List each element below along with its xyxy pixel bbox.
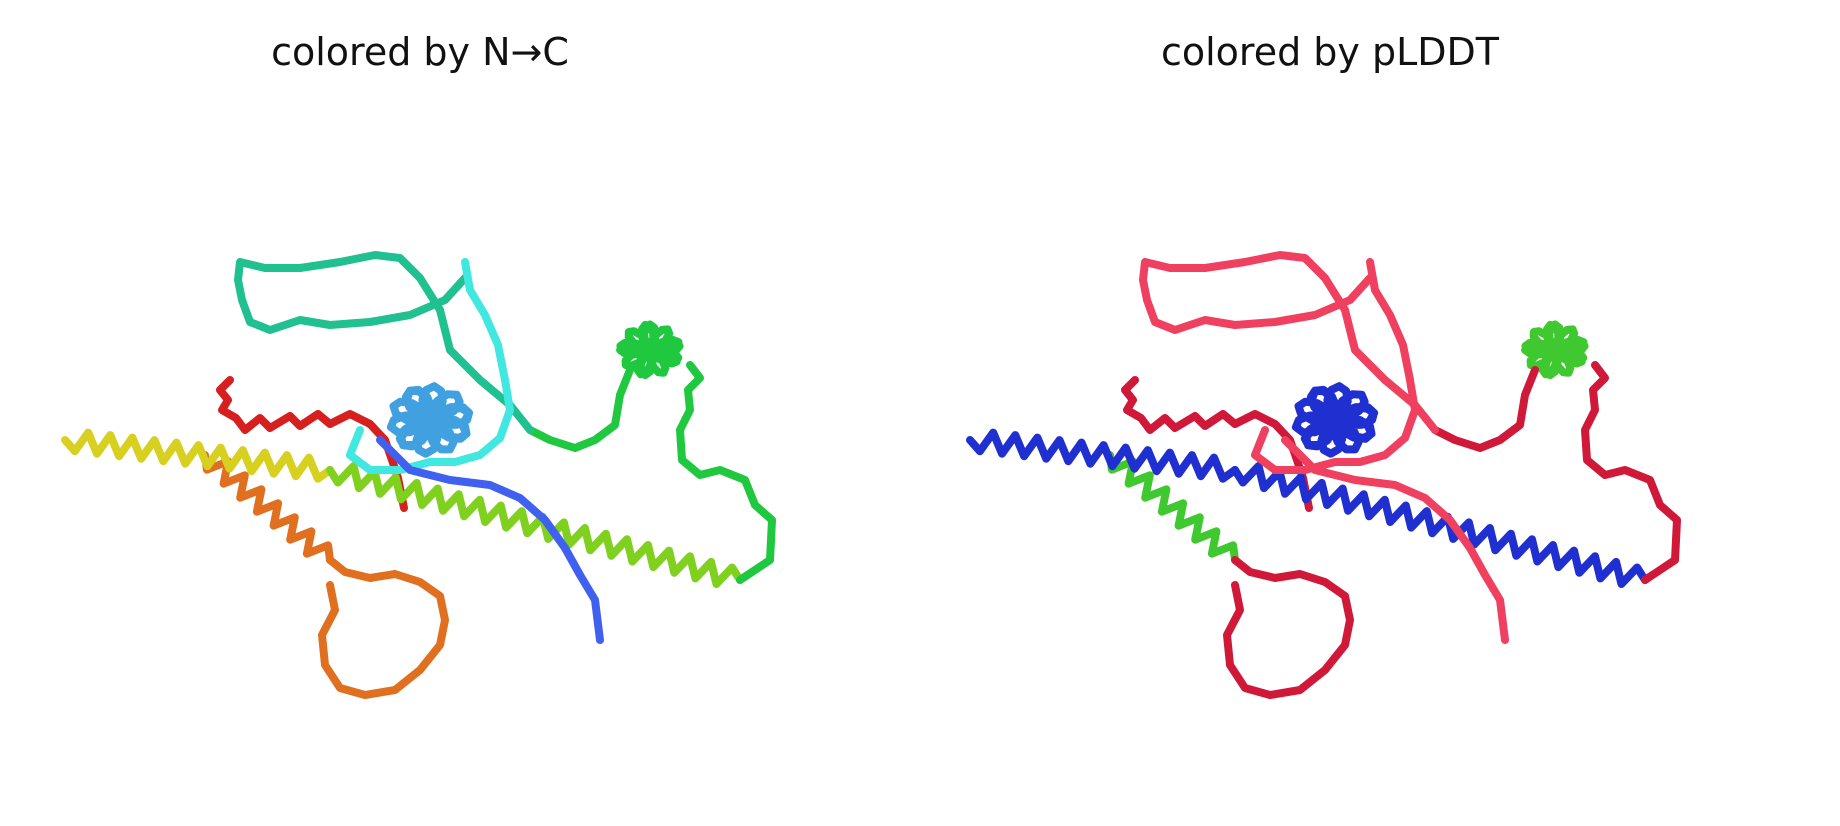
helix-b-trace — [966, 428, 1239, 483]
teal-strand-trace — [234, 251, 534, 434]
blue-tail-trace — [376, 436, 604, 644]
green-knot-trace — [1521, 320, 1589, 380]
helix-c-trace — [1231, 462, 1649, 588]
helix-b-trace — [61, 428, 334, 483]
green-knot-trace — [616, 320, 684, 380]
c-loop-trace — [318, 556, 449, 699]
c-loop-trace — [1223, 556, 1354, 699]
left-panel-title: colored by N→C — [271, 30, 569, 74]
blue-tail-trace — [1281, 436, 1509, 644]
right-panel-title: colored by pLDDT — [1160, 30, 1500, 74]
blue-core-trace — [386, 382, 474, 458]
green-return-trace — [1581, 361, 1681, 584]
green-to-core-trace — [526, 366, 634, 452]
cyan-strand-trace — [1251, 258, 1419, 474]
plddt-structure — [966, 251, 1681, 699]
green-return-trace — [676, 361, 776, 584]
helix-a-trace — [201, 451, 334, 564]
n-to-c-structure — [61, 251, 776, 699]
green-to-core-trace — [1431, 366, 1539, 452]
teal-strand-trace — [1139, 251, 1439, 434]
helix-c-trace — [326, 462, 744, 588]
blue-core-trace — [1291, 382, 1379, 458]
cyan-strand-trace — [346, 258, 514, 474]
helix-a-trace — [1106, 451, 1239, 564]
